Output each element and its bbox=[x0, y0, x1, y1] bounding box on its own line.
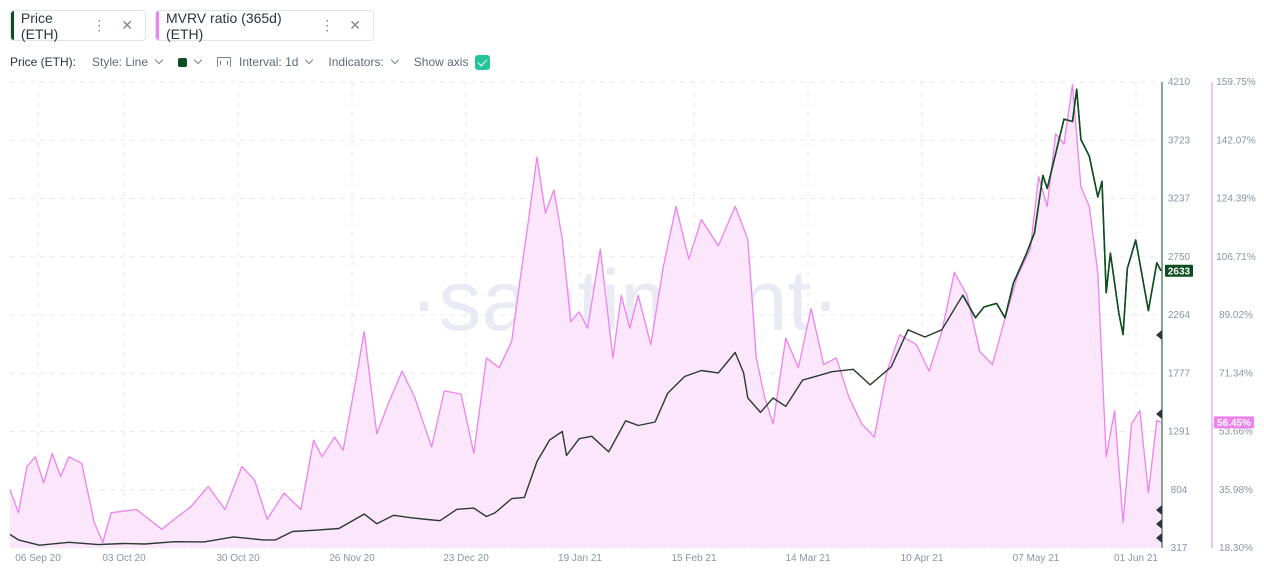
axis-marker-icon bbox=[1156, 505, 1162, 515]
mvrv-axis-tick: 124.39% bbox=[1216, 194, 1256, 205]
x-tick-label: 19 Jan 21 bbox=[558, 553, 602, 564]
mvrv-last-value-badge bbox=[1214, 416, 1254, 429]
interval-dropdown[interactable]: Interval: 1d bbox=[217, 55, 314, 69]
style-dropdown[interactable]: Style: Line bbox=[92, 55, 164, 69]
color-picker[interactable] bbox=[178, 55, 203, 67]
price-axis-tick: 4210 bbox=[1168, 77, 1191, 88]
chart-axes: 06 Sep 20 03 Oct 20 30 Oct 20 26 Nov 20 23 D… bbox=[15, 77, 1256, 564]
x-tick-label: 10 Apr 21 bbox=[901, 553, 944, 564]
show-axis-label: Show axis bbox=[413, 55, 469, 69]
indicators-dropdown-label: Indicators: bbox=[328, 55, 384, 69]
price-axis-tick: 3237 bbox=[1168, 194, 1191, 205]
axis-marker-icon bbox=[1156, 519, 1162, 529]
metric-color-bar bbox=[156, 11, 159, 40]
more-options-icon[interactable]: ⋮ bbox=[92, 17, 106, 33]
settings-metric-label: Price (ETH): bbox=[10, 55, 76, 69]
indicators-dropdown[interactable]: Indicators: bbox=[328, 55, 400, 69]
price-axis-tick: 2750 bbox=[1168, 252, 1191, 263]
price-axis-tick: 804 bbox=[1171, 485, 1188, 496]
x-tick-label: 03 Oct 20 bbox=[102, 553, 146, 564]
price-axis-tick: 3723 bbox=[1168, 135, 1191, 146]
color-swatch bbox=[178, 57, 188, 67]
metric-tab-price[interactable]: Price (ETH) ⋮ ✕ bbox=[10, 9, 146, 42]
price-axis-tick: 317 bbox=[1171, 543, 1188, 554]
metric-tab-mvrv[interactable]: MVRV ratio (365d) (ETH) ⋮ ✕ bbox=[155, 9, 374, 42]
x-tick-label: 26 Nov 20 bbox=[329, 553, 375, 564]
price-last-value-badge bbox=[1165, 264, 1193, 277]
axis-marker-icon bbox=[1156, 533, 1162, 543]
more-options-icon[interactable]: ⋮ bbox=[320, 17, 334, 33]
show-axis-toggle[interactable]: Show axis bbox=[413, 54, 491, 70]
checkbox-checked-icon[interactable] bbox=[475, 54, 491, 70]
mvrv-axis-tick: 53.66% bbox=[1219, 427, 1253, 438]
price-axis-tick: 1291 bbox=[1168, 427, 1191, 438]
metric-tab-label: Price (ETH) bbox=[20, 9, 59, 42]
x-tick-label: 30 Oct 20 bbox=[216, 553, 260, 564]
interval-icon bbox=[217, 57, 232, 67]
metric-color-bar bbox=[11, 11, 14, 40]
mvrv-axis-tick: 89.02% bbox=[1219, 310, 1253, 321]
price-line-highlight bbox=[962, 88, 1162, 336]
metric-settings-bar: Price (ETH): Style: Line Interval: 1d In… bbox=[10, 52, 506, 72]
mvrv-axis-tick: 35.98% bbox=[1219, 485, 1253, 496]
mvrv-area bbox=[10, 84, 1161, 548]
price-axis-tick: 1777 bbox=[1168, 368, 1191, 379]
close-icon[interactable]: ✕ bbox=[121, 17, 133, 33]
style-dropdown-label: Style: Line bbox=[92, 55, 149, 69]
x-tick-label: 15 Feb 21 bbox=[671, 553, 716, 564]
price-axis-tick: 2264 bbox=[1168, 310, 1191, 321]
x-tick-label: 23 Dec 20 bbox=[443, 553, 489, 564]
axis-marker-icon bbox=[1156, 409, 1162, 419]
mvrv-axis-tick: 159.75% bbox=[1216, 77, 1256, 88]
axis-marker-icon bbox=[1156, 330, 1162, 340]
x-tick-label: 07 May 21 bbox=[1013, 553, 1060, 564]
interval-dropdown-label: Interval: 1d bbox=[239, 55, 299, 69]
x-tick-label: 06 Sep 20 bbox=[15, 553, 61, 564]
metric-tab-label: MVRV ratio (365d) (ETH) bbox=[165, 9, 282, 42]
mvrv-axis-tick: 106.71% bbox=[1216, 252, 1256, 263]
mvrv-last-value: 56.45% bbox=[1217, 418, 1251, 429]
x-tick-label: 14 Mar 21 bbox=[785, 553, 830, 564]
mvrv-axis-tick: 71.34% bbox=[1219, 368, 1253, 379]
mvrv-axis-tick: 142.07% bbox=[1216, 135, 1256, 146]
mvrv-axis-tick: 18.30% bbox=[1219, 543, 1253, 554]
series-layer bbox=[9, 83, 1162, 548]
price-last-value: 2633 bbox=[1168, 266, 1191, 277]
mvrv-line bbox=[9, 83, 1162, 544]
close-icon[interactable]: ✕ bbox=[349, 17, 361, 33]
x-tick-label: 01 Jun 21 bbox=[1114, 553, 1158, 564]
